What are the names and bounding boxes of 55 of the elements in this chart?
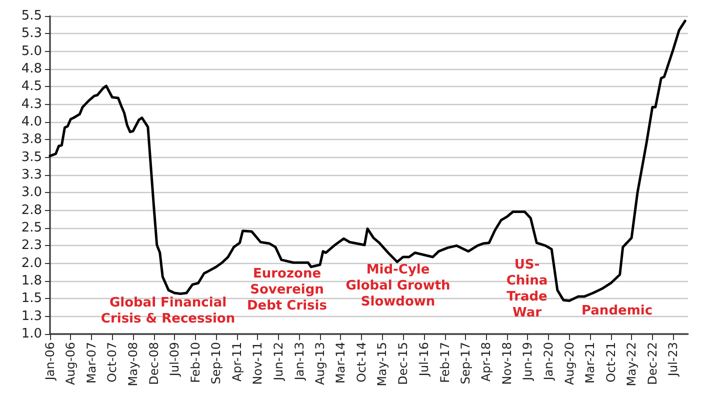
y-tick-label: 4.8 xyxy=(21,62,42,76)
x-tick-label: Jan-20 xyxy=(542,342,556,382)
x-tick-label: Dec-22 xyxy=(645,342,660,385)
x-tick-label: Mar-21 xyxy=(583,342,598,384)
x-tick-label: Aug-13 xyxy=(313,342,327,386)
annotation: Eurozone Sovereign Debt Crisis xyxy=(247,266,328,314)
x-tick-label: Dec-08 xyxy=(146,342,161,385)
x-tick-label: Mar-14 xyxy=(334,342,348,384)
y-tick-label: 2.3 xyxy=(21,238,42,254)
y-tick-label: 1.0 xyxy=(21,326,42,342)
x-tick-label: May-08 xyxy=(126,342,140,386)
x-tick-label: Jul-16 xyxy=(416,342,431,378)
x-tick-label: May-15 xyxy=(375,342,390,386)
y-tick-label: 2.5 xyxy=(21,220,42,236)
x-tick-label: Jun-12 xyxy=(271,342,286,382)
annotation: US- China Trade War xyxy=(506,258,548,320)
y-tick-label: 4.3 xyxy=(21,96,42,112)
x-tick-label: Nov-18 xyxy=(500,342,514,385)
x-tick-label: Aug-06 xyxy=(64,342,78,386)
y-tick-label: 3.8 xyxy=(21,132,42,148)
y-tick-label: 5.0 xyxy=(21,44,42,59)
y-tick-label: 4.5 xyxy=(21,79,42,94)
x-tick-label: Jul-23 xyxy=(666,342,680,378)
annotation: Mid-Cyle Global Growth Slowdown xyxy=(346,262,450,310)
x-tick-label: Oct-14 xyxy=(354,342,369,382)
x-tick-label: Apr-11 xyxy=(230,342,244,382)
x-tick-label: Dec-15 xyxy=(396,342,410,385)
annotation: Pandemic xyxy=(581,304,653,318)
x-tick-label: Feb-17 xyxy=(438,342,452,383)
y-tick-label: 3.0 xyxy=(21,185,42,200)
y-tick-label: 3.5 xyxy=(21,150,42,165)
x-tick-label: Oct-21 xyxy=(604,342,618,382)
x-tick-label: Nov-11 xyxy=(250,342,265,385)
x-tick-label: Sep-10 xyxy=(209,342,224,384)
y-tick-label: 1.5 xyxy=(21,291,42,306)
x-tick-label: Jan-06 xyxy=(43,342,57,382)
x-tick-label: Sep-17 xyxy=(458,342,472,384)
x-tick-label: Oct-07 xyxy=(105,342,120,382)
y-tick-label: 2.8 xyxy=(21,202,42,218)
annotation: Global Financial Crisis & Recession xyxy=(100,296,236,326)
x-tick-label: Feb-10 xyxy=(188,342,202,383)
y-tick-label: 1.3 xyxy=(21,308,42,324)
x-tick-label: Mar-07 xyxy=(84,342,98,384)
y-tick-label: 1.8 xyxy=(21,274,42,288)
x-tick-label: Aug-20 xyxy=(562,342,576,386)
y-tick-label: 2.0 xyxy=(21,256,42,271)
x-tick-label: Apr-18 xyxy=(479,342,494,382)
x-tick-label: Jul-09 xyxy=(168,342,182,378)
x-tick-label: May-22 xyxy=(624,342,639,386)
y-tick-label: 5.5 xyxy=(21,8,42,24)
y-tick-label: 3.3 xyxy=(21,168,42,182)
y-tick-label: 5.3 xyxy=(21,26,42,42)
y-tick-label: 4.0 xyxy=(21,114,42,130)
x-tick-label: Jun-19 xyxy=(520,342,535,382)
x-tick-label: Jan-13 xyxy=(292,342,306,382)
